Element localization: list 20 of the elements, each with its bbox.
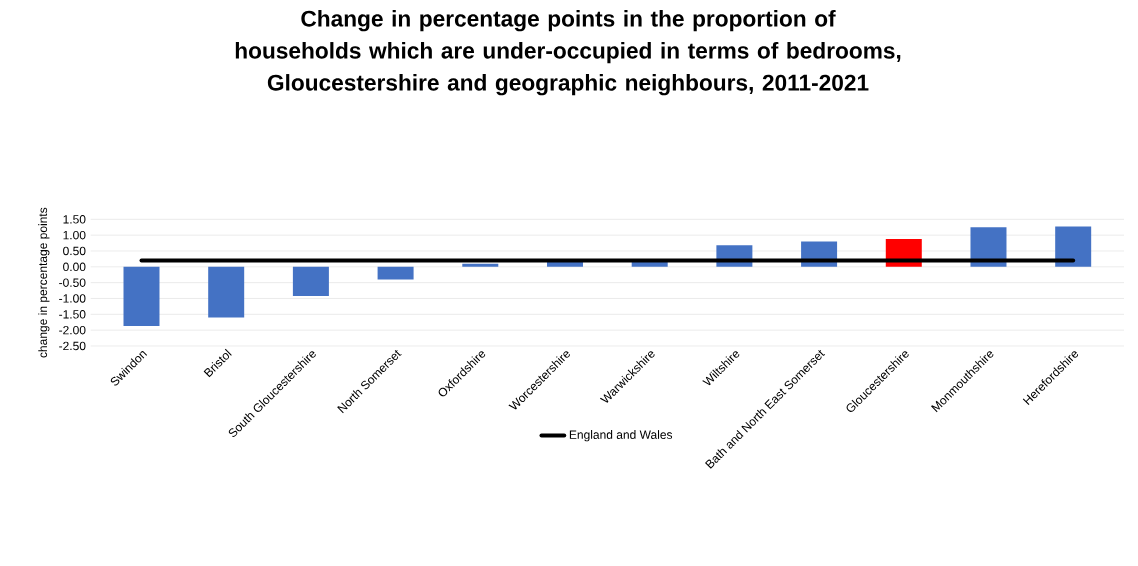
bar [208, 266, 245, 318]
y-tick-label: -2.00 [59, 325, 86, 335]
y-tick-label: -0.50 [59, 278, 86, 287]
bar [462, 263, 499, 267]
legend-label: England and Wales [569, 430, 673, 442]
y-tick-label: -2.50 [59, 341, 86, 351]
bar [377, 266, 414, 280]
y-tick-label: 0.00 [63, 262, 86, 272]
y-axis-title: change in percentage points [38, 207, 50, 358]
chart-title: Change in percentage points in the proportion of households which are under-occupied in terms of bedrooms, Gloucestershire and geographic neighbours, 2011-2021 [235, 10, 901, 96]
y-tick-label: -1.00 [59, 294, 86, 303]
bar [292, 266, 329, 296]
y-tick-label: 1.50 [63, 215, 86, 224]
bar [546, 262, 583, 267]
bar [970, 227, 1007, 267]
y-tick-label: -1.50 [59, 310, 86, 319]
bar [1055, 226, 1092, 267]
y-tick-label: 0.50 [63, 246, 86, 256]
y-tick-label: 1.00 [63, 230, 86, 240]
bar [123, 266, 160, 327]
